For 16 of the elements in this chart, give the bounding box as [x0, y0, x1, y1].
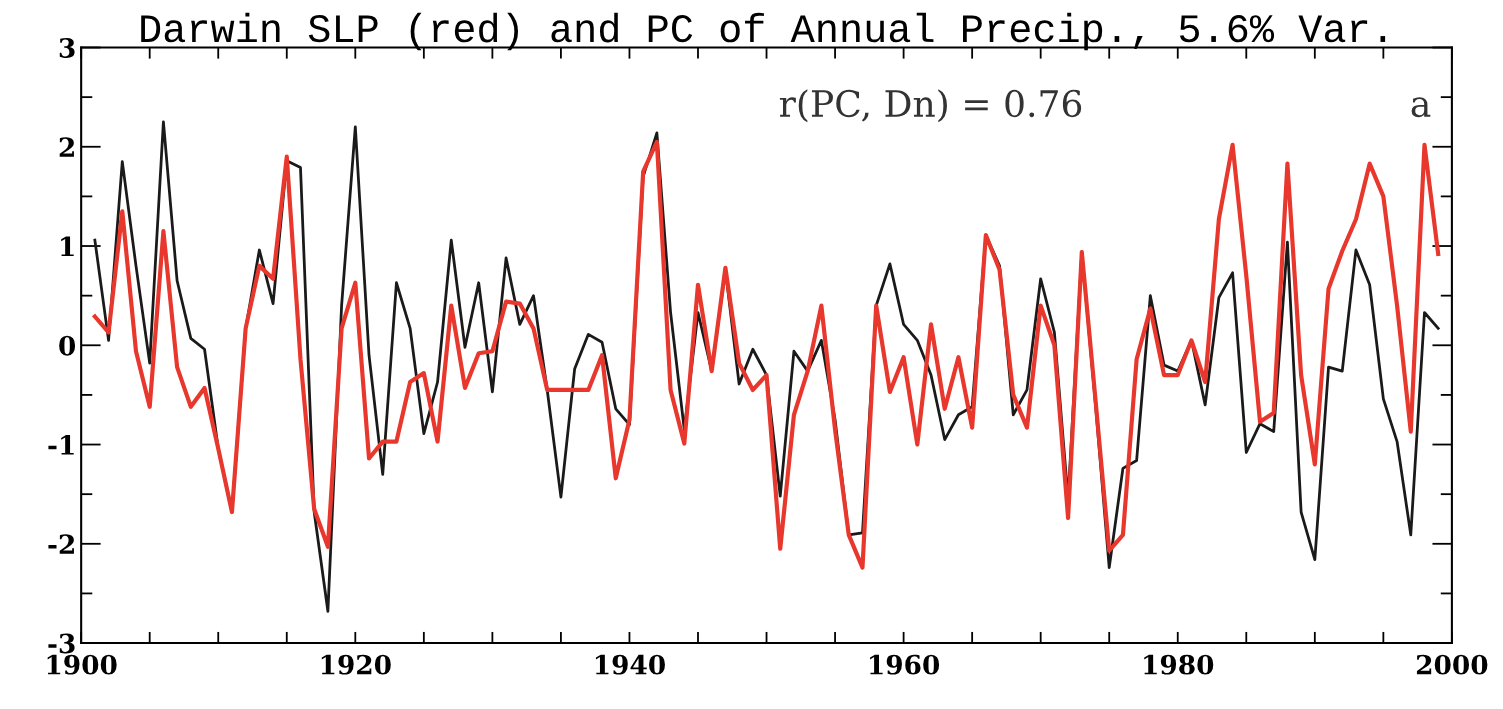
chart-title: Darwin SLP (red) and PC of Annual Precip., 5.6% Var. [141, 12, 1386, 51]
x-tick-label: 1980 [1144, 654, 1214, 675]
x-tick-label: 1900 [47, 654, 117, 675]
y-tick-label: -2 [48, 534, 74, 554]
y-tick-label: -3 [48, 633, 75, 654]
y-tick-label: 2 [59, 137, 74, 157]
annotation: a [1411, 97, 1431, 118]
x-tick-label: 1920 [321, 654, 391, 675]
annotation: r(PC, Dn) = 0.76 [779, 89, 1082, 123]
x-tick-label: 2000 [1416, 654, 1488, 675]
y-tick-label: 0 [59, 335, 76, 356]
y-tick-label: 3 [59, 37, 75, 58]
x-tick-label: 1960 [870, 654, 940, 675]
x-tick-label: 1940 [595, 654, 665, 675]
y-tick-label: 1 [61, 236, 74, 257]
y-tick-label: -1 [48, 434, 74, 455]
